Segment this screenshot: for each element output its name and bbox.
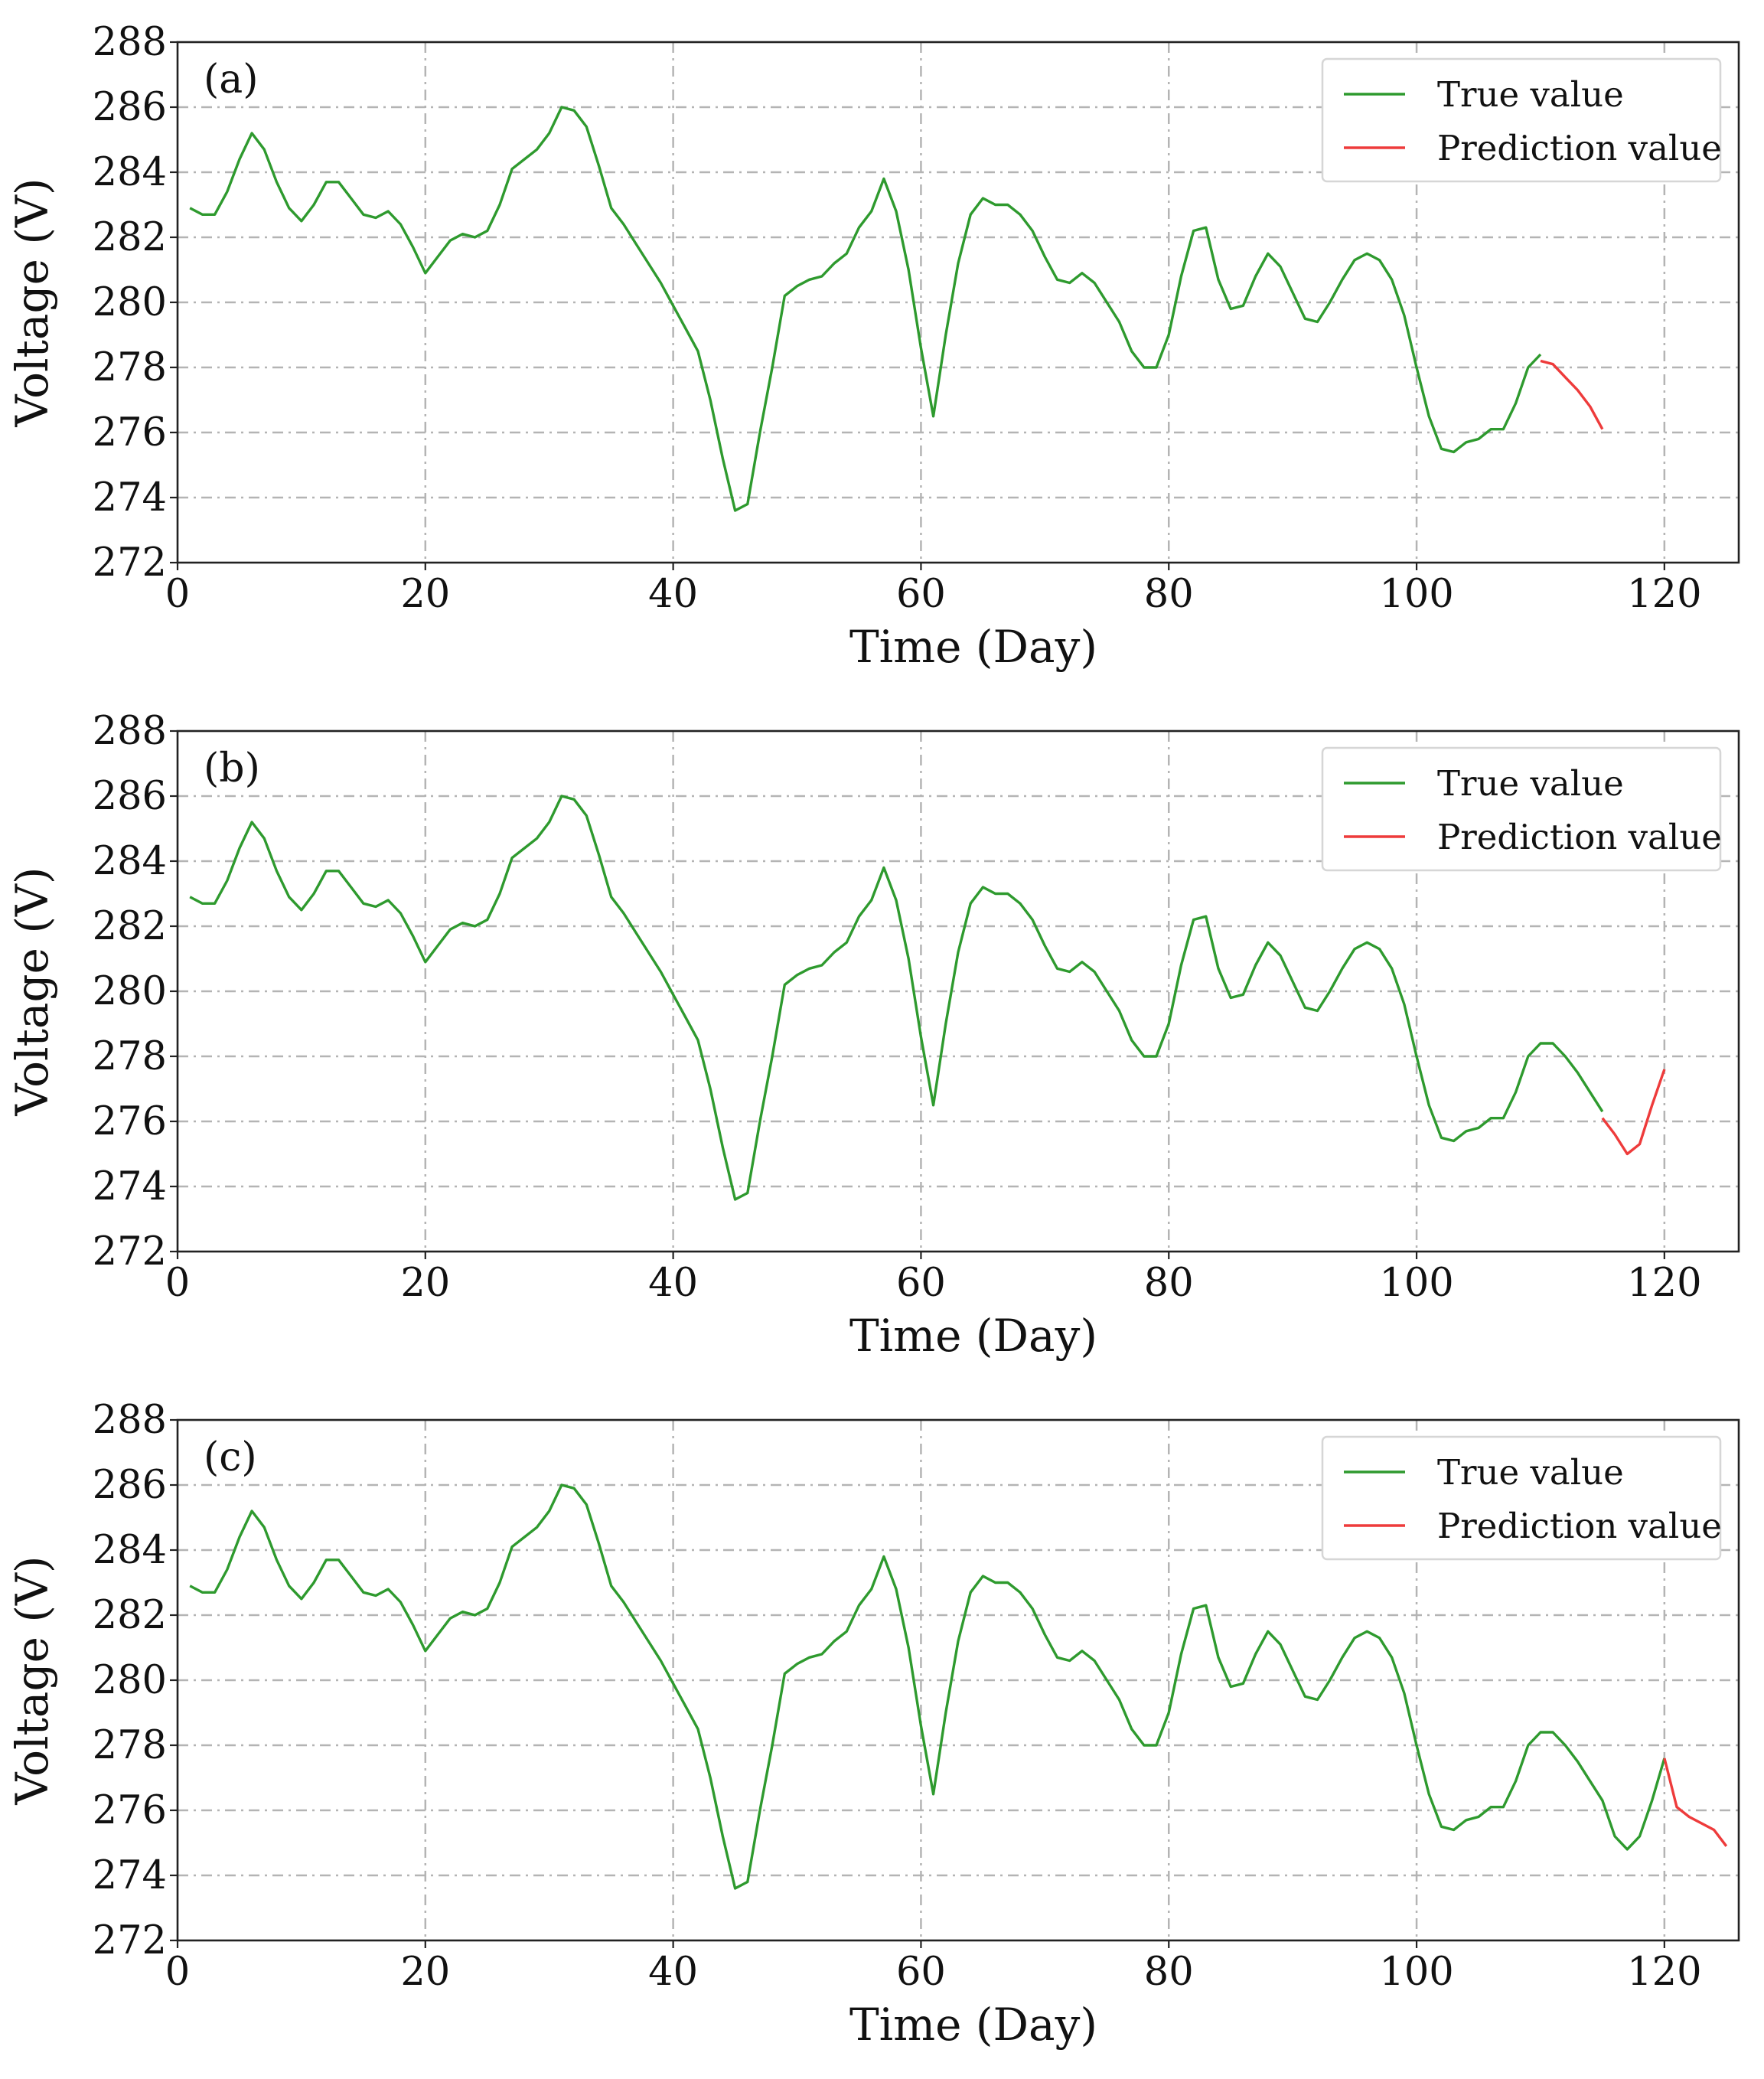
x-tick-label: 60: [896, 1950, 946, 1995]
legend-label-true-value: True value: [1437, 74, 1624, 115]
x-tick-label: 60: [896, 1261, 946, 1306]
y-tick-label: 284: [93, 839, 167, 884]
legend: True value Prediction value: [1321, 1435, 1722, 1561]
x-tick-label: 80: [1144, 572, 1194, 617]
x-tick-label: 100: [1379, 1261, 1453, 1306]
x-tick-label: 40: [648, 1950, 698, 1995]
x-tick-label: 40: [648, 572, 698, 617]
legend-box: [1321, 57, 1722, 183]
y-tick-label: 274: [93, 1164, 167, 1209]
x-axis-label: Time (Day): [849, 621, 1097, 673]
x-tick-label: 0: [165, 572, 190, 617]
y-tick-label: 288: [93, 20, 167, 65]
panel-label: (b): [204, 746, 260, 791]
y-tick-label: 280: [93, 1658, 167, 1703]
y-tick-label: 272: [93, 540, 167, 586]
x-tick-label: 60: [896, 572, 946, 617]
x-tick-label: 20: [400, 572, 450, 617]
y-axis-label: Voltage (V): [6, 178, 58, 428]
x-tick-label: 20: [400, 1261, 450, 1306]
prediction-value-line: [1540, 359, 1604, 430]
y-tick-label: 284: [93, 150, 167, 195]
legend-box: [1321, 746, 1722, 872]
y-tick-label: 278: [93, 1723, 167, 1768]
chart-panel-b: 0 20 40 60 80 100 120 272 274 276 278 280 282 284 286 2…: [6, 709, 1740, 1362]
y-axis-label: Voltage (V): [6, 1556, 58, 1806]
x-tick-label: 120: [1627, 1261, 1701, 1306]
prediction-value-line: [1663, 1758, 1728, 1847]
x-axis-label: Time (Day): [849, 1999, 1097, 2051]
x-axis-label: Time (Day): [849, 1310, 1097, 1362]
x-tick-label: 100: [1379, 572, 1453, 617]
y-tick-label: 276: [93, 1099, 167, 1144]
chart-panel-c: 0 20 40 60 80 100 120 272 274 276 278 280 282 284 286 2…: [6, 1398, 1740, 2051]
y-tick-label: 274: [93, 1853, 167, 1898]
x-tick-label: 20: [400, 1950, 450, 1995]
legend: True value Prediction value: [1321, 746, 1722, 872]
x-tick-label: 0: [165, 1261, 190, 1306]
x-tick-label: 120: [1627, 572, 1701, 617]
y-tick-label: 278: [93, 1034, 167, 1079]
y-tick-label: 280: [93, 969, 167, 1014]
y-tick-label: 286: [93, 85, 167, 130]
true-value-line: [189, 795, 1604, 1201]
y-tick-label: 282: [93, 215, 167, 260]
x-tick-label: 80: [1144, 1261, 1194, 1306]
legend: True value Prediction value: [1321, 57, 1722, 183]
x-tick-label: 40: [648, 1261, 698, 1306]
y-tick-label: 288: [93, 709, 167, 754]
y-axis-label: Voltage (V): [6, 867, 58, 1117]
y-tick-label: 286: [93, 774, 167, 819]
y-tick-label: 276: [93, 1788, 167, 1833]
panel-label: (a): [204, 57, 259, 103]
y-tick-label: 272: [93, 1918, 167, 1963]
x-tick-label: 80: [1144, 1950, 1194, 1995]
y-tick-label: 282: [93, 1593, 167, 1638]
chart-panel-a: 0 20 40 60 80 100 120 272 274 276 278 280 282 284 286 2…: [6, 20, 1740, 673]
x-tick-label: 100: [1379, 1950, 1453, 1995]
y-tick-label: 272: [93, 1229, 167, 1274]
legend-label-prediction-value: Prediction value: [1437, 817, 1722, 857]
legend-label-true-value: True value: [1437, 1452, 1624, 1493]
true-value-line: [189, 1483, 1666, 1890]
panel-label: (c): [204, 1434, 257, 1480]
legend-label-prediction-value: Prediction value: [1437, 128, 1722, 168]
true-value-line: [189, 106, 1542, 512]
y-tick-label: 276: [93, 410, 167, 455]
y-tick-label: 286: [93, 1463, 167, 1508]
x-tick-label: 0: [165, 1950, 190, 1995]
legend-label-true-value: True value: [1437, 763, 1624, 804]
x-tick-label: 120: [1627, 1950, 1701, 1995]
y-tick-label: 282: [93, 904, 167, 949]
y-tick-label: 280: [93, 280, 167, 325]
y-tick-label: 288: [93, 1398, 167, 1443]
y-tick-label: 284: [93, 1528, 167, 1573]
y-tick-label: 274: [93, 475, 167, 521]
y-tick-label: 278: [93, 345, 167, 390]
prediction-value-line: [1601, 1069, 1666, 1156]
legend-box: [1321, 1435, 1722, 1561]
legend-label-prediction-value: Prediction value: [1437, 1506, 1722, 1546]
